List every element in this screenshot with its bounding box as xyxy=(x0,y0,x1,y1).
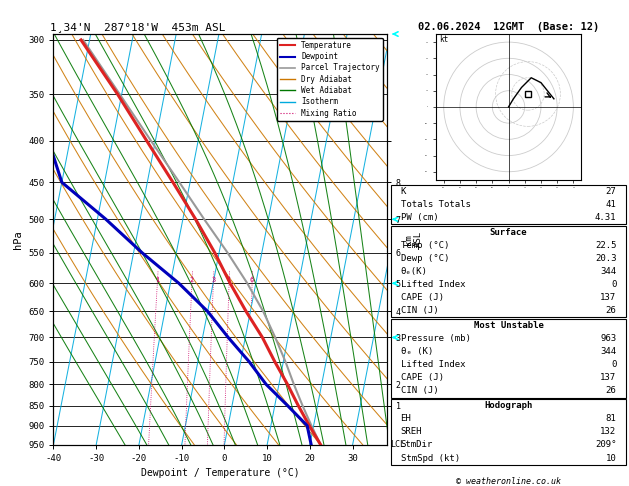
Text: Most Unstable: Most Unstable xyxy=(474,321,543,330)
Text: 02.06.2024  12GMT  (Base: 12): 02.06.2024 12GMT (Base: 12) xyxy=(418,21,599,32)
Y-axis label: hPa: hPa xyxy=(13,230,23,249)
Text: 0: 0 xyxy=(611,280,616,289)
Text: 344: 344 xyxy=(600,267,616,276)
Text: © weatheronline.co.uk: © weatheronline.co.uk xyxy=(456,477,561,486)
Text: 132: 132 xyxy=(600,427,616,436)
Text: 0: 0 xyxy=(611,360,616,369)
Text: 1¸34'N  287°18'W  453m ASL: 1¸34'N 287°18'W 453m ASL xyxy=(50,22,226,32)
Text: kt: kt xyxy=(439,35,448,44)
Text: LCL: LCL xyxy=(390,440,405,449)
Text: 20.3: 20.3 xyxy=(595,254,616,263)
Text: Dewp (°C): Dewp (°C) xyxy=(401,254,449,263)
Text: PW (cm): PW (cm) xyxy=(401,213,438,222)
Text: SREH: SREH xyxy=(401,427,422,436)
Text: θₑ(K): θₑ(K) xyxy=(401,267,428,276)
Text: 344: 344 xyxy=(600,347,616,356)
Text: StmSpd (kt): StmSpd (kt) xyxy=(401,453,460,463)
Text: 1: 1 xyxy=(155,278,159,283)
Text: Pressure (mb): Pressure (mb) xyxy=(401,334,470,343)
Text: K: K xyxy=(401,187,406,196)
Text: Lifted Index: Lifted Index xyxy=(401,280,465,289)
Text: 4: 4 xyxy=(227,278,231,283)
Text: EH: EH xyxy=(401,414,411,423)
Text: Surface: Surface xyxy=(490,227,527,237)
Text: 137: 137 xyxy=(600,293,616,302)
Text: CAPE (J): CAPE (J) xyxy=(401,373,443,382)
Y-axis label: km
ASL: km ASL xyxy=(404,231,423,247)
X-axis label: Dewpoint / Temperature (°C): Dewpoint / Temperature (°C) xyxy=(141,469,299,478)
Text: CIN (J): CIN (J) xyxy=(401,386,438,396)
Text: 137: 137 xyxy=(600,373,616,382)
Text: 3: 3 xyxy=(211,278,216,283)
Text: Hodograph: Hodograph xyxy=(484,401,533,410)
Text: Temp (°C): Temp (°C) xyxy=(401,241,449,250)
Text: Lifted Index: Lifted Index xyxy=(401,360,465,369)
Text: 2: 2 xyxy=(190,278,194,283)
Text: θₑ (K): θₑ (K) xyxy=(401,347,433,356)
Text: 81: 81 xyxy=(606,414,616,423)
Text: Totals Totals: Totals Totals xyxy=(401,200,470,209)
Text: 963: 963 xyxy=(600,334,616,343)
Text: 4.31: 4.31 xyxy=(595,213,616,222)
Text: StmDir: StmDir xyxy=(401,440,433,450)
Text: CIN (J): CIN (J) xyxy=(401,306,438,315)
Text: 10: 10 xyxy=(606,453,616,463)
Text: 41: 41 xyxy=(606,200,616,209)
Text: 6: 6 xyxy=(250,278,254,283)
Text: 26: 26 xyxy=(606,386,616,396)
Text: 22.5: 22.5 xyxy=(595,241,616,250)
Text: 26: 26 xyxy=(606,306,616,315)
Text: 27: 27 xyxy=(606,187,616,196)
Text: CAPE (J): CAPE (J) xyxy=(401,293,443,302)
Legend: Temperature, Dewpoint, Parcel Trajectory, Dry Adiabat, Wet Adiabat, Isotherm, Mi: Temperature, Dewpoint, Parcel Trajectory… xyxy=(277,38,383,121)
Text: 209°: 209° xyxy=(595,440,616,450)
